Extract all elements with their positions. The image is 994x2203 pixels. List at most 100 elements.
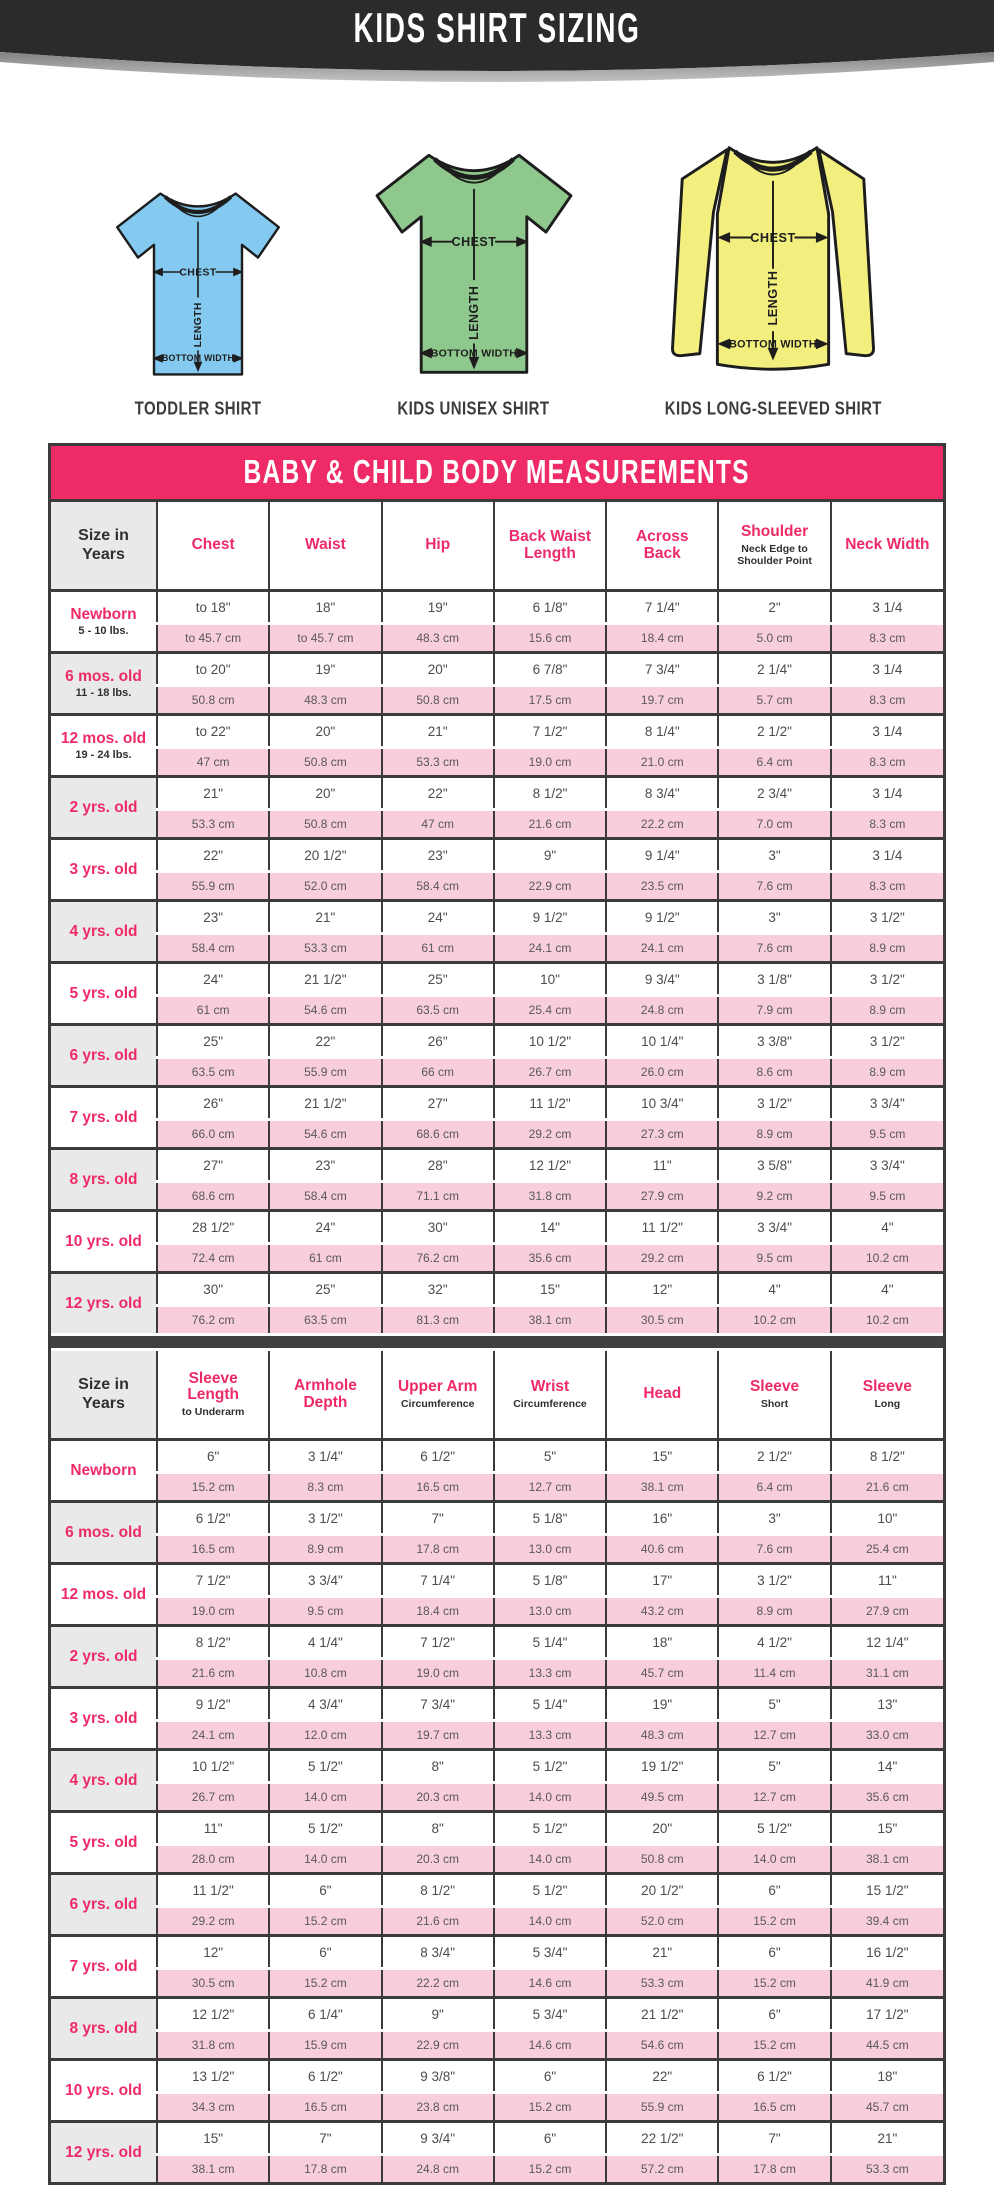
value-inches: 3 1/4	[829, 589, 943, 624]
value-cm: 63.5 cm	[380, 994, 494, 1025]
value-inches: 5 3/4"	[492, 1996, 607, 2031]
value-inches: 21"	[605, 1934, 719, 1969]
column-header-chest: Chest	[155, 502, 270, 592]
value-cm: 14.0 cm	[492, 1843, 607, 1874]
size-name: 6 yrs. old	[69, 1895, 138, 1913]
value-cm: 27.9 cm	[829, 1595, 943, 1626]
value-cm: 14.0 cm	[268, 1843, 382, 1874]
value-cm: 55.9 cm	[155, 870, 270, 901]
column-header-wrist: Wrist Circumference	[492, 1351, 607, 1441]
column-label: Upper Arm	[397, 1378, 478, 1396]
row-cm: 28.0 cm 14.0 cm 20.3 cm 14.0 cm 50.8 cm 14.0 …	[51, 1843, 943, 1874]
value-inches: 22"	[380, 775, 494, 810]
row-cm: 55.9 cm 52.0 cm 58.4 cm 22.9 cm 23.5 cm 7.6 c…	[51, 870, 943, 901]
value-inches: 15"	[155, 2120, 270, 2155]
value-inches: 5"	[717, 1748, 831, 1783]
value-cm: 24.1 cm	[605, 932, 719, 963]
length-label: LENGTH	[766, 270, 780, 325]
value-cm: 13.3 cm	[492, 1657, 607, 1688]
value-inches: 10"	[829, 1500, 943, 1535]
value-inches: 9 3/4"	[380, 2120, 494, 2155]
row-inches: 10 yrs. old 13 1/2" 6 1/2" 9 3/8" 6" 22" 6 1/2…	[51, 2058, 943, 2122]
value-cm: 10.2 cm	[717, 1304, 831, 1333]
row-cm: 16.5 cm 8.9 cm 17.8 cm 13.0 cm 40.6 cm 7.6 cm…	[51, 1533, 943, 1564]
value-cm: 50.8 cm	[268, 808, 382, 839]
value-cm: 10.2 cm	[829, 1304, 943, 1333]
column-header-size: Size in Years	[51, 502, 157, 592]
value-inches: 6"	[717, 1872, 831, 1907]
value-cm: 22.9 cm	[492, 870, 607, 901]
value-inches: 18"	[268, 589, 382, 624]
value-cm: 21.6 cm	[492, 808, 607, 839]
value-cm: 14.0 cm	[492, 1905, 607, 1936]
value-inches: 5 1/2"	[492, 1748, 607, 1783]
size-name: 4 yrs. old	[69, 922, 138, 940]
value-cm: 15.2 cm	[717, 1905, 831, 1936]
value-cm: 53.3 cm	[605, 1967, 719, 1998]
value-cm: 14.0 cm	[717, 1843, 831, 1874]
value-cm: 28.0 cm	[155, 1843, 270, 1874]
value-inches: 3 3/4"	[717, 1209, 831, 1244]
row-cm: 15.2 cm 8.3 cm 16.5 cm 12.7 cm 38.1 cm 6.4 cm…	[51, 1471, 943, 1502]
row-inches: 7 yrs. old 12" 6" 8 3/4" 5 3/4" 21" 6" 16 1/2"	[51, 1934, 943, 1998]
header-row: Size in Years Chest Waist Hip Back Waist Len…	[51, 502, 943, 592]
value-inches: 8 1/2"	[829, 1438, 943, 1473]
value-inches: 3 1/4	[829, 651, 943, 686]
size-name: 3 yrs. old	[69, 860, 138, 878]
value-cm: 48.3 cm	[605, 1719, 719, 1750]
size-name: 5 yrs. old	[69, 1833, 138, 1851]
value-inches: 7"	[268, 2120, 382, 2155]
value-cm: to 45.7 cm	[268, 622, 382, 653]
size-label: 12 yrs. old	[51, 2120, 157, 2182]
value-inches: 6"	[717, 1934, 831, 1969]
value-inches: 6"	[268, 1934, 382, 1969]
value-cm: 66.0 cm	[155, 1118, 270, 1149]
value-inches: 23"	[380, 837, 494, 872]
value-inches: to 18"	[155, 589, 270, 624]
value-cm: 50.8 cm	[605, 1843, 719, 1874]
value-cm: 54.6 cm	[605, 2029, 719, 2060]
value-cm: 13.0 cm	[492, 1533, 607, 1564]
size-name: 2 yrs. old	[69, 798, 138, 816]
value-inches: 19"	[605, 1686, 719, 1721]
size-label: 8 yrs. old	[51, 1147, 157, 1211]
value-inches: 6 7/8"	[492, 651, 607, 686]
value-inches: 6"	[492, 2120, 607, 2155]
value-inches: 5 1/8"	[492, 1562, 607, 1597]
value-inches: 3 1/8"	[717, 961, 831, 996]
value-cm: 22.2 cm	[380, 1967, 494, 1998]
shirt-figure-unisex: CHEST LENGTH BOTTOM WIDTH KIDS UNISEX SH…	[354, 134, 594, 419]
shirt-figure-toddler: CHEST LENGTH BOTTOM WIDTH TODDLER SHIRT	[98, 176, 298, 419]
value-cm: 23.8 cm	[380, 2091, 494, 2122]
left-sleeve	[671, 148, 729, 358]
value-cm: 72.4 cm	[155, 1242, 270, 1273]
value-cm: 33.0 cm	[829, 1719, 943, 1750]
value-inches: 4"	[829, 1209, 943, 1244]
value-cm: 43.2 cm	[605, 1595, 719, 1626]
value-cm: 61 cm	[155, 994, 270, 1025]
value-inches: 18"	[829, 2058, 943, 2093]
value-cm: 38.1 cm	[605, 1471, 719, 1502]
value-cm: 55.9 cm	[268, 1056, 382, 1087]
value-cm: 38.1 cm	[155, 2153, 270, 2182]
value-cm: 12.7 cm	[492, 1471, 607, 1502]
column-header-shoulder: Shoulder Neck Edge to Shoulder Point	[717, 502, 831, 592]
value-inches: 11 1/2"	[605, 1209, 719, 1244]
row-inches: 4 yrs. old 23" 21" 24" 9 1/2" 9 1/2" 3" 3 1/2"	[51, 899, 943, 963]
table-separator-band	[51, 1336, 943, 1348]
column-label: Sleeve Length	[187, 1369, 239, 1404]
value-cm: 9.5 cm	[717, 1242, 831, 1273]
value-inches: 10 1/4"	[605, 1023, 719, 1058]
value-inches: 22"	[155, 837, 270, 872]
value-inches: 3 1/2"	[829, 961, 943, 996]
value-inches: 11"	[829, 1562, 943, 1597]
value-inches: 16"	[605, 1500, 719, 1535]
length-label: LENGTH	[193, 302, 204, 347]
value-cm: 71.1 cm	[380, 1180, 494, 1211]
value-inches: 19 1/2"	[605, 1748, 719, 1783]
row-cm: 47 cm 50.8 cm 53.3 cm 19.0 cm 21.0 cm 6.4 cm 8…	[51, 746, 943, 777]
column-label: Across Back	[635, 527, 689, 562]
column-label: Shoulder	[740, 523, 809, 541]
value-inches: 18"	[605, 1624, 719, 1659]
value-inches: 15"	[605, 1438, 719, 1473]
